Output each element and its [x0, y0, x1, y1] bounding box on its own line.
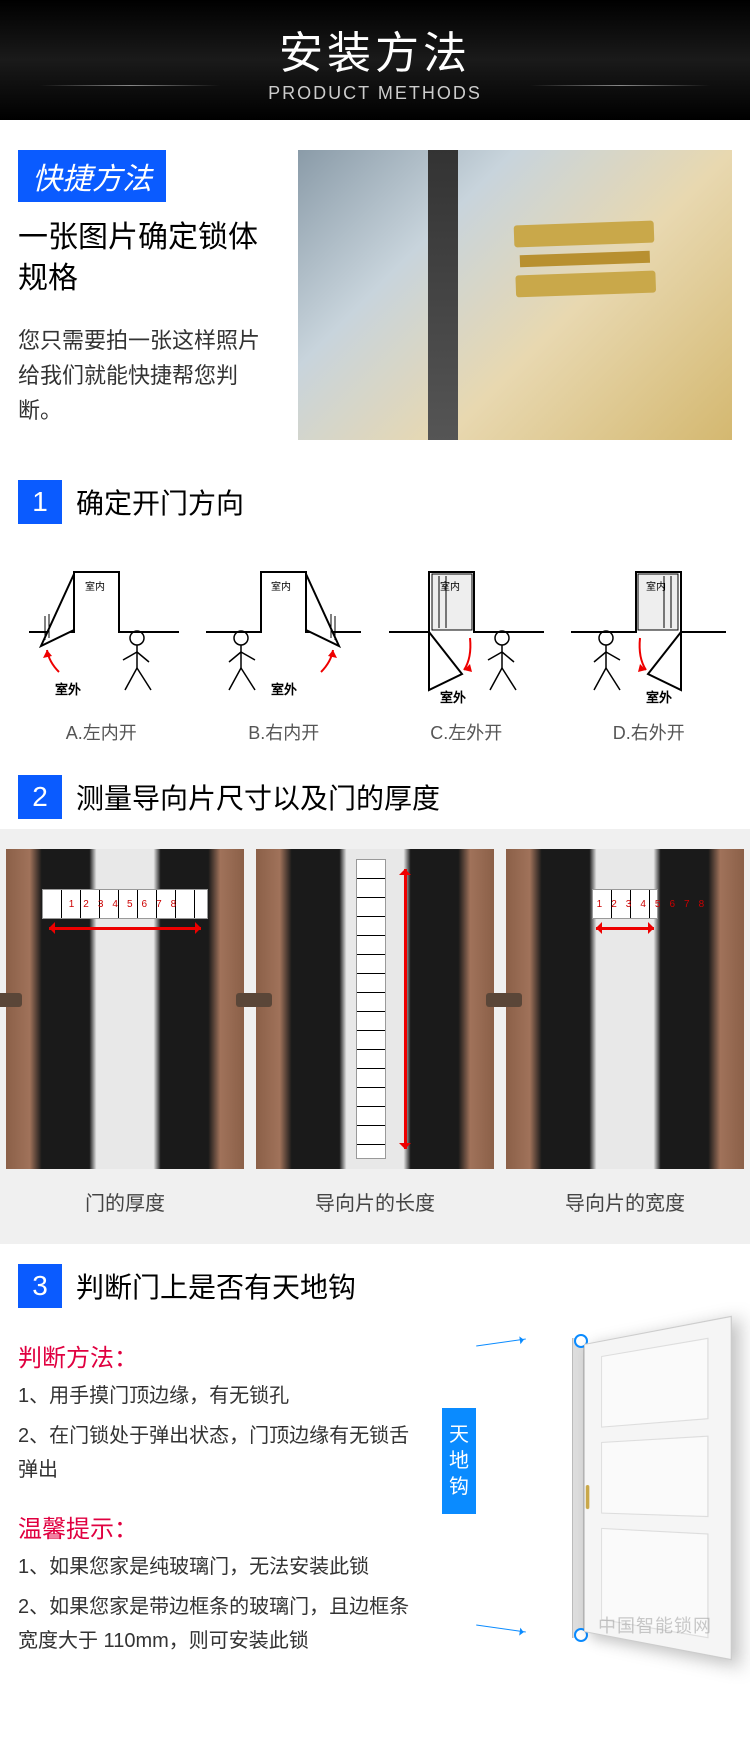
door-caption-b: B.右内开 [201, 719, 366, 745]
tip-line-1: 1、如果您家是纯玻璃门，无法安装此锁 [18, 1550, 422, 1584]
step-1-num: 1 [18, 480, 62, 524]
door-handle-icon [586, 1485, 590, 1509]
door-caption-c: C.左外开 [384, 719, 549, 745]
step-3-title: 判断门上是否有天地钩 [76, 1266, 356, 1306]
step-2-title: 测量导向片尺寸以及门的厚度 [76, 777, 440, 817]
label-inside: 室内 [85, 580, 105, 593]
step-1-title: 确定开门方向 [76, 482, 244, 522]
measure-arrow [404, 869, 407, 1149]
door-panel [601, 1338, 708, 1428]
measure-img-length [256, 849, 494, 1169]
door-diagram-a: 室内 室外 [19, 564, 184, 704]
door-diagram-b: 室内 室外 [201, 564, 366, 704]
measurement-images: 12345678 门的厚度 导向片的长度 12345678 导向片的宽度 [0, 829, 750, 1244]
quick-sample-image [298, 150, 732, 440]
quick-desc: 您只需要拍一张这样照片给我们就能快捷帮您判断。 [18, 323, 278, 429]
door-item-a: 室内 室外 A.左内开 [19, 564, 184, 745]
measure-caption-3: 导向片的宽度 [500, 1169, 750, 1234]
judge-line-2: 2、在门锁处于弹出状态，门顶边缘有无锁舌弹出 [18, 1419, 422, 1487]
door-caption-a: A.左内开 [19, 719, 184, 745]
door-leaf [584, 1316, 732, 1661]
door-caption-d: D.右外开 [566, 719, 731, 745]
label-inside: 室内 [440, 580, 460, 593]
label-inside: 室内 [646, 580, 666, 593]
tip-title: 温馨提示： [18, 1509, 422, 1544]
measure-img-thickness: 12345678 [6, 849, 244, 1169]
measure-item-2: 导向片的长度 [250, 849, 500, 1234]
section-3-diagram: 天地钩 中国智能锁网 [442, 1328, 732, 1648]
quick-badge: 快捷方法 [18, 150, 166, 202]
measure-item-1: 12345678 门的厚度 [0, 849, 250, 1234]
header-subtitle: PRODUCT METHODS [268, 83, 482, 104]
measure-item-3: 12345678 导向片的宽度 [500, 849, 750, 1234]
door-diagram-d: 室内 室外 [566, 564, 731, 704]
measure-arrow [49, 927, 201, 930]
tip-line-2: 2、如果您家是带边框条的玻璃门，且边框条宽度大于 110mm，则可安装此锁 [18, 1590, 422, 1658]
ruler-horizontal: 12345678 [42, 889, 209, 919]
label-outside: 室外 [55, 682, 81, 697]
step-2-num: 2 [18, 775, 62, 819]
quick-text-col: 快捷方法 一张图片确定锁体规格 您只需要拍一张这样照片给我们就能快捷帮您判断。 [18, 150, 278, 440]
measure-caption-1: 门的厚度 [0, 1169, 250, 1234]
step-1-head: 1 确定开门方向 [0, 470, 750, 534]
judge-title: 判断方法： [18, 1338, 422, 1373]
measure-img-width: 12345678 [506, 849, 744, 1169]
judge-line-1: 1、用手摸门顶边缘，有无锁孔 [18, 1379, 422, 1413]
door-frame [572, 1338, 584, 1638]
header-title: 安装方法 [279, 17, 471, 81]
measure-caption-2: 导向片的长度 [250, 1169, 500, 1234]
label-inside: 室内 [271, 580, 291, 593]
watermark-text: 中国智能锁网 [598, 1612, 712, 1638]
step-3-num: 3 [18, 1264, 62, 1308]
measure-arrow [596, 927, 653, 930]
door-panel [601, 1436, 708, 1518]
door-item-c: 室内 室外 C.左外开 [384, 564, 549, 745]
door-direction-diagrams: 室内 室外 A.左内开 室内 [0, 534, 750, 755]
label-outside: 室外 [271, 682, 297, 697]
quick-title: 一张图片确定锁体规格 [18, 218, 278, 299]
label-outside: 室外 [646, 690, 672, 704]
section-3-text: 判断方法： 1、用手摸门顶边缘，有无锁孔 2、在门锁处于弹出状态，门顶边缘有无锁… [18, 1328, 422, 1658]
step-3-head: 3 判断门上是否有天地钩 [0, 1254, 750, 1318]
ruler-horizontal: 12345678 [592, 889, 659, 919]
quick-method-section: 快捷方法 一张图片确定锁体规格 您只需要拍一张这样照片给我们就能快捷帮您判断。 [0, 120, 750, 460]
ruler-vertical [356, 859, 386, 1159]
door-3d [492, 1338, 722, 1638]
door-item-d: 室内 室外 D.右外开 [566, 564, 731, 745]
label-outside: 室外 [440, 690, 466, 704]
door-diagram-c: 室内 室外 [384, 564, 549, 704]
door-item-b: 室内 室外 B.右内开 [201, 564, 366, 745]
tiandi-label: 天地钩 [442, 1408, 476, 1514]
section-3-body: 判断方法： 1、用手摸门顶边缘，有无锁孔 2、在门锁处于弹出状态，门顶边缘有无锁… [0, 1318, 750, 1688]
step-2-head: 2 测量导向片尺寸以及门的厚度 [0, 765, 750, 829]
header-banner: 安装方法 PRODUCT METHODS [0, 0, 750, 120]
